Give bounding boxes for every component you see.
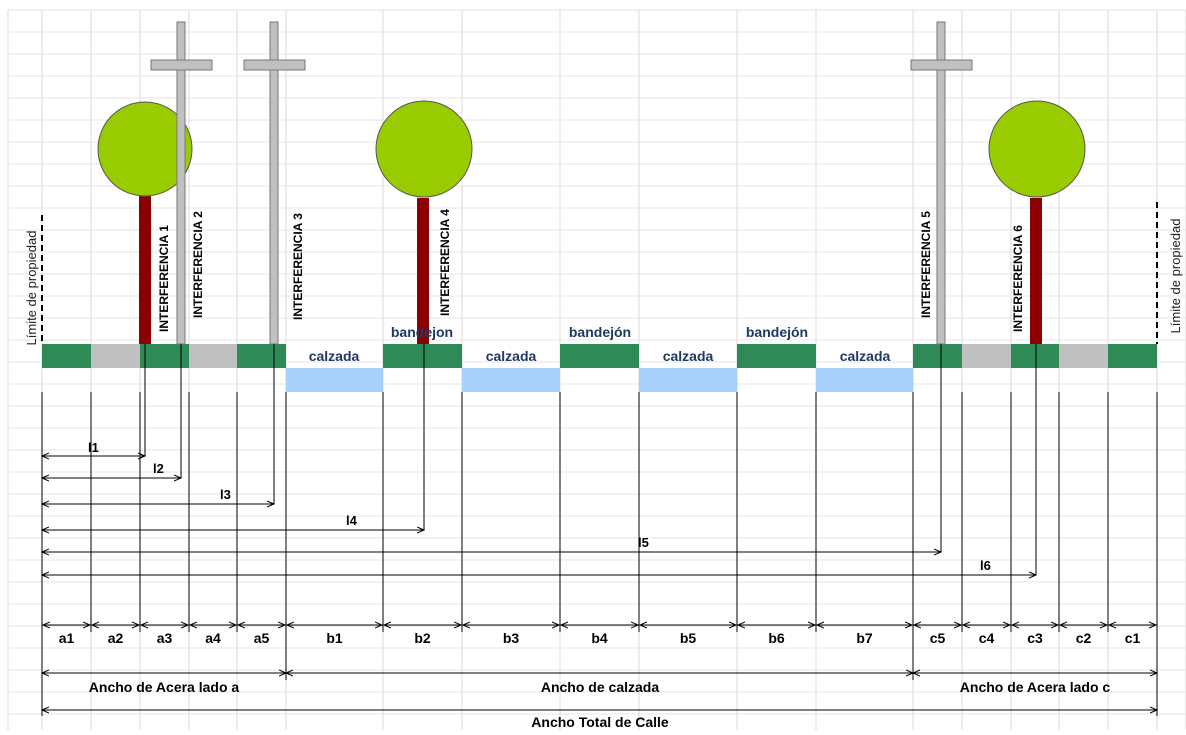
distance-label-l3: l3 [220, 487, 231, 502]
property-limit-left-label: Límite de propiedad [24, 231, 39, 346]
interference-label-1: INTERFERENCIA 1 [157, 225, 171, 332]
segment-dimensions: a1 a2 a3 a4 a5 b1 b2 b3 b4 b5 b6 b7 c5 c4 c3 c2 c1 [43, 625, 1156, 646]
sidewalk-a3 [140, 344, 189, 368]
median-b4 [560, 344, 639, 368]
roadway-b3 [462, 368, 560, 392]
interference-label-2: INTERFERENCIA 2 [191, 211, 205, 318]
median-b6 [737, 344, 816, 368]
segment-label-a4: a4 [205, 630, 221, 646]
tree-canopy [375, 100, 473, 198]
segment-label-c5: c5 [930, 630, 946, 646]
distance-label-l4: l4 [346, 513, 358, 528]
sidewalk-c4 [962, 344, 1011, 368]
segment-label-b7: b7 [856, 630, 873, 646]
tree-icon [988, 100, 1086, 344]
sidewalk-c5 [913, 344, 962, 368]
group-label-roadway: Ancho de calzada [541, 679, 659, 695]
segment-label-b6: b6 [768, 630, 785, 646]
surface-label-bandejon: bandejón [569, 324, 631, 340]
group-dimensions: Ancho de Acera lado a Ancho de calzada A… [42, 673, 1157, 730]
surface-label-calzada: calzada [486, 348, 537, 364]
pole-crossarm [910, 59, 973, 71]
distance-label-l6: l6 [980, 558, 991, 573]
group-label-sidewalk-a: Ancho de Acera lado a [89, 679, 240, 695]
segment-label-a5: a5 [254, 630, 270, 646]
interference-label-4: INTERFERENCIA 4 [438, 209, 452, 316]
segment-label-b2: b2 [414, 630, 431, 646]
tree-trunk [1030, 198, 1042, 344]
pole-crossarm [243, 59, 306, 71]
segment-label-c1: c1 [1125, 630, 1141, 646]
sidewalk-a5 [237, 344, 286, 368]
segment-label-c3: c3 [1027, 630, 1043, 646]
dimension-extension-lines [41, 392, 1158, 716]
roadway-b7 [816, 368, 913, 392]
pole-crossarm [150, 59, 213, 71]
tree-canopy [97, 101, 193, 197]
surface-label-bandejon: bandejon [391, 324, 453, 340]
median-b2 [383, 344, 462, 368]
group-label-sidewalk-c: Ancho de Acera lado c [960, 679, 1111, 695]
surface-label-calzada: calzada [840, 348, 891, 364]
sidewalk-c2 [1059, 344, 1108, 368]
interference-label-6: INTERFERENCIA 6 [1011, 225, 1025, 332]
sidewalk-c1 [1108, 344, 1157, 368]
distance-label-l2: l2 [153, 461, 164, 476]
interference-label-5: INTERFERENCIA 5 [919, 211, 933, 318]
group-label-total: Ancho Total de Calle [531, 714, 669, 730]
roadway-b1 [286, 368, 383, 392]
distance-label-l5: l5 [638, 535, 649, 550]
tree-icon [97, 101, 193, 344]
tree-trunk [417, 198, 429, 344]
property-limit-right-label: Límite de propiedad [1168, 219, 1183, 334]
interference-distances: l1 l2 l3 l4 l5 l6 [42, 344, 1036, 575]
segment-label-b3: b3 [503, 630, 520, 646]
interference-label-3: INTERFERENCIA 3 [291, 213, 305, 320]
segment-label-b4: b4 [591, 630, 608, 646]
segment-label-a1: a1 [59, 630, 75, 646]
sidewalk-c3 [1011, 344, 1059, 368]
segment-label-b1: b1 [326, 630, 343, 646]
tree-icon [375, 100, 473, 344]
sidewalk-a4 [189, 344, 237, 368]
segment-label-c2: c2 [1076, 630, 1092, 646]
ground-strip [42, 344, 1157, 392]
roadway-b5 [639, 368, 737, 392]
segment-label-a3: a3 [157, 630, 173, 646]
sidewalk-a2 [91, 344, 140, 368]
surface-label-bandejon: bandejón [746, 324, 808, 340]
tree-trunk [139, 196, 151, 344]
distance-label-l1: l1 [88, 440, 99, 455]
segment-label-b5: b5 [680, 630, 697, 646]
sidewalk-a1 [42, 344, 91, 368]
segment-label-a2: a2 [108, 630, 124, 646]
segment-label-c4: c4 [979, 630, 995, 646]
surface-label-calzada: calzada [309, 348, 360, 364]
surface-label-calzada: calzada [663, 348, 714, 364]
tree-canopy [988, 100, 1086, 198]
